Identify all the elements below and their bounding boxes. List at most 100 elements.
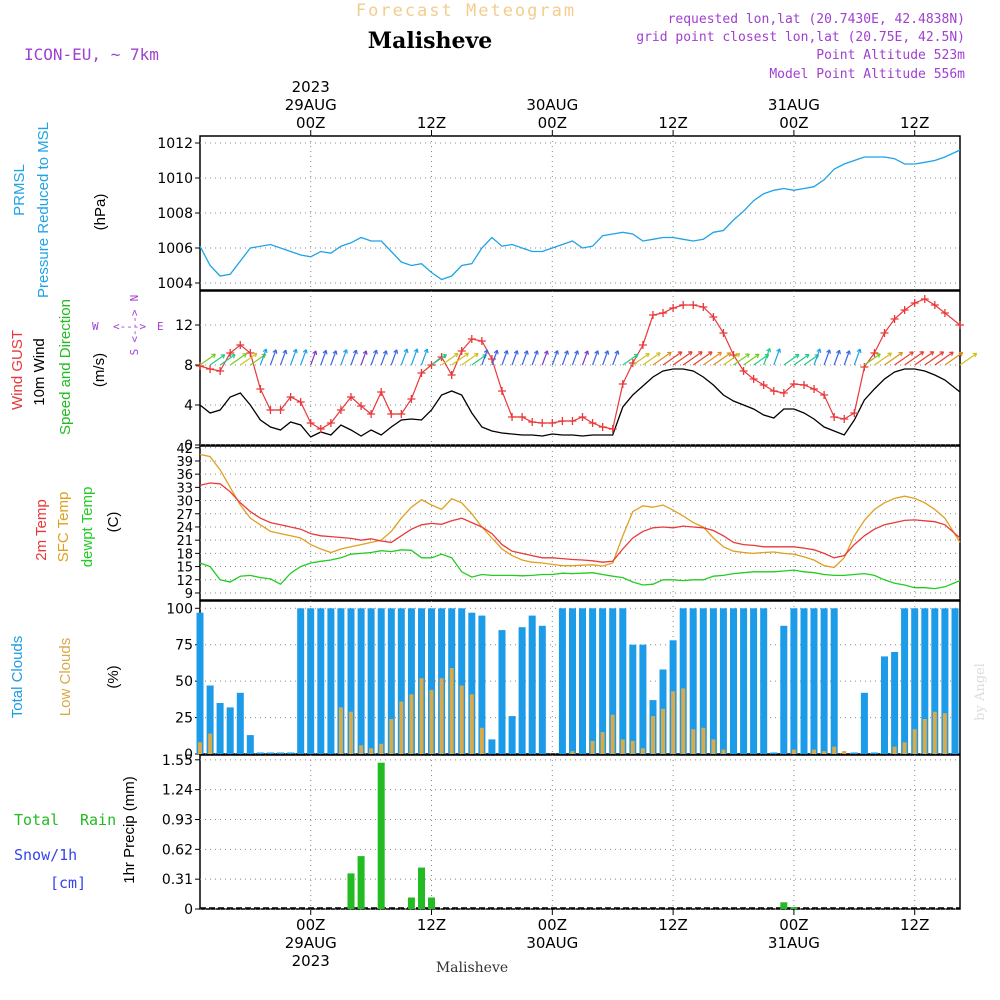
total-cloud-bar: [478, 615, 486, 754]
precip-bar: [428, 897, 435, 909]
wind-arrow: [279, 349, 287, 366]
gust-point: [467, 335, 476, 343]
wind-arrowhead: [645, 352, 650, 358]
wind-arrowhead: [876, 353, 881, 358]
total-cloud-bar: [367, 608, 375, 754]
wind-arrow: [491, 350, 498, 366]
gust-point: [759, 381, 768, 389]
low-cloud-bar: [822, 751, 827, 754]
wind-arrowhead: [856, 348, 862, 354]
temp-ytick-label: 18: [176, 547, 193, 562]
wind-arrowhead: [688, 351, 693, 356]
wind-arrowhead: [483, 349, 489, 354]
wind-arrow: [330, 350, 337, 366]
wind-arrowhead: [887, 352, 892, 358]
low-cloud-bar: [419, 678, 424, 754]
low-cloud-bar: [389, 719, 394, 754]
total-cloud-bar: [619, 608, 627, 754]
model-label: ICON-EU, ~ 7km: [24, 45, 159, 64]
total-cloud-bar: [951, 608, 959, 754]
wind-arrow: [743, 353, 760, 366]
wind-arrow: [823, 349, 831, 366]
wind-arrowhead: [794, 353, 800, 359]
gust-point: [699, 303, 708, 311]
wind-arrowhead: [503, 350, 509, 355]
wind-arrow: [813, 348, 821, 366]
wind-arrow: [682, 351, 703, 366]
total-cloud-bar: [347, 608, 355, 754]
wind-arrow: [571, 350, 579, 366]
wind-arrowhead: [633, 353, 639, 359]
gust-point: [316, 425, 325, 433]
low-cloud-bar: [902, 742, 907, 754]
gust-point: [528, 418, 537, 426]
low-cloud-bar: [479, 727, 484, 754]
gust-point: [447, 371, 456, 379]
precip-ytick-label: 0.93: [162, 812, 193, 828]
gust-point: [518, 413, 527, 421]
pressure-panel: 1004 1006 1008 1010 1012: [157, 135, 961, 292]
pressure-label-prmsl: PRMSL: [11, 164, 28, 216]
wind-arrowhead: [312, 350, 318, 355]
wind-label-10m: 10m Wind: [31, 338, 48, 406]
gust-point: [477, 337, 486, 345]
low-cloud-bar: [429, 689, 434, 754]
time-label: 00Z: [538, 114, 567, 132]
wind-arrow: [360, 350, 367, 366]
wind-arrowhead: [533, 350, 539, 355]
total-cloud-bar: [498, 630, 506, 754]
low-cloud-bar: [932, 711, 937, 754]
wind-ytick-label: 12: [175, 318, 193, 334]
total-cloud-bar: [297, 608, 305, 754]
wind-arrowhead: [745, 353, 750, 358]
temp-labels: 2m Temp SFC Temp dewpt Temp (C): [33, 487, 122, 568]
temp-ytick-label: 39: [176, 455, 193, 470]
precip-bar: [418, 867, 425, 909]
gust-point: [930, 301, 939, 309]
rain-label-unit: 1hr Precip (mm): [121, 776, 138, 884]
total-cloud-bar: [931, 608, 939, 754]
precip-frame: [199, 754, 961, 910]
total-cloud-bar: [226, 707, 234, 754]
wind-arrowhead: [453, 352, 459, 358]
total-cloud-bar: [800, 608, 808, 754]
total-cloud-bar: [236, 692, 244, 754]
low-cloud-bar: [399, 701, 404, 754]
time-label: 2023: [292, 952, 330, 970]
gust-point: [206, 365, 215, 373]
precip-ytick-label: 1.24: [162, 783, 193, 799]
gust-point: [598, 423, 607, 431]
total-cloud-bar: [689, 608, 697, 754]
temp-ytick-label: 12: [176, 574, 193, 589]
wind-arrow: [320, 350, 327, 366]
gust-point: [357, 402, 366, 410]
precip-bar: [357, 856, 365, 909]
temp-label-sfc: SFC Temp: [55, 492, 72, 563]
wind-arrow: [702, 351, 722, 366]
total-cloud-bar: [639, 644, 647, 754]
wind-arrowhead: [836, 349, 841, 355]
total-cloud-bar: [770, 752, 778, 754]
gust-point: [860, 363, 869, 371]
wind-arrowhead: [423, 348, 429, 354]
precip-bar: [377, 762, 385, 909]
wind-arrowhead: [898, 351, 904, 357]
wind-label-unit: (m/s): [91, 353, 108, 387]
point-altitude: Point Altitude 523m: [816, 48, 965, 63]
wind-arrow: [652, 351, 672, 366]
low-cloud-bar: [922, 719, 927, 754]
wind-arrowhead: [343, 349, 348, 354]
pressure-label-unit: (hPa): [92, 194, 109, 231]
wind-arrowhead: [523, 350, 529, 355]
compass-n: N: [128, 295, 141, 302]
wind-arrow: [904, 351, 924, 366]
temp2m-line: [199, 482, 961, 563]
cloud-label-unit: (%): [105, 665, 122, 688]
total-cloud-bar: [820, 608, 828, 754]
overlay-title: Forecast Meteogram: [356, 1, 576, 21]
wind-arrow: [763, 348, 771, 366]
gust-point: [830, 413, 839, 421]
precip-bar: [347, 873, 355, 909]
footer-location: Malisheve: [436, 960, 508, 976]
time-label: 00Z: [296, 916, 325, 934]
